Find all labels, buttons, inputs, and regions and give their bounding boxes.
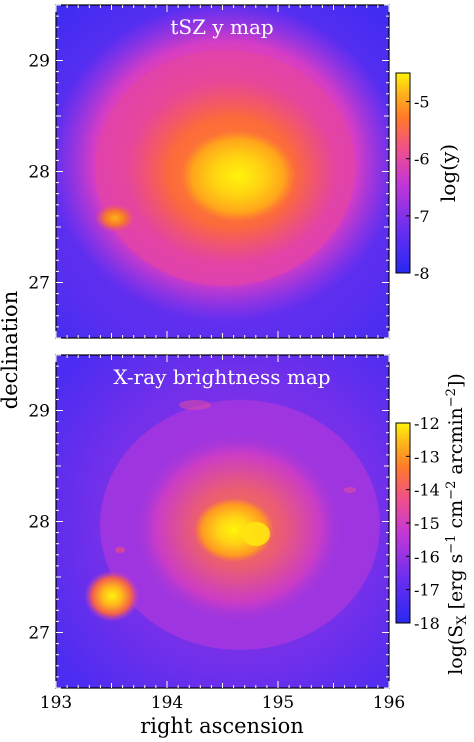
xray-heatmap-image bbox=[56, 355, 389, 688]
tsz-y-tick-label: 29 bbox=[28, 52, 50, 72]
tsz-heatmap-image bbox=[56, 5, 389, 338]
tsz-y-tick-label: 28 bbox=[28, 163, 50, 183]
xray-y-tick-label: 28 bbox=[28, 513, 50, 533]
tsz-map-panel: tSZ y map 27 28 29 -8 -7 -6 -5 log(y) bbox=[28, 4, 460, 339]
xray-y-tick-label: 29 bbox=[28, 402, 50, 422]
xray-colorbar-ticks: -18 -17 -16 -15 -14 -13 -12 bbox=[406, 414, 440, 633]
tsz-colorbar-tick-label: -7 bbox=[414, 207, 430, 226]
xray-colorbar bbox=[396, 423, 410, 623]
xray-map-title: X-ray brightness map bbox=[113, 365, 330, 389]
xray-axes: 27 28 29 193 194 195 196 bbox=[28, 354, 405, 713]
xray-colorbar-tick-label: -16 bbox=[414, 547, 440, 566]
tsz-colorbar-tick-label: -6 bbox=[414, 150, 430, 169]
tsz-axes: 27 28 29 bbox=[28, 4, 390, 339]
xray-colorbar-tick-label: -13 bbox=[414, 447, 440, 466]
right-ascension-axis-label: right ascension bbox=[140, 714, 304, 738]
xray-y-tick-label: 27 bbox=[28, 624, 50, 644]
xray-x-tick-label: 196 bbox=[373, 693, 405, 713]
tsz-colorbar-ticks: -8 -7 -6 -5 bbox=[406, 93, 430, 283]
tsz-colorbar-tick-label: -8 bbox=[414, 264, 430, 283]
tsz-colorbar-label: log(y) bbox=[436, 144, 460, 202]
xray-colorbar-tick-label: -15 bbox=[414, 514, 440, 533]
xray-colorbar-tick-label: -17 bbox=[414, 581, 440, 600]
xray-x-tick-label: 195 bbox=[262, 693, 294, 713]
tsz-colorbar bbox=[396, 73, 410, 273]
xray-colorbar-tick-label: -12 bbox=[414, 414, 440, 433]
tsz-y-tick-label: 27 bbox=[28, 274, 50, 294]
xray-x-tick-label: 194 bbox=[151, 693, 183, 713]
xray-x-tick-label: 193 bbox=[40, 693, 72, 713]
xray-colorbar-tick-label: -14 bbox=[414, 481, 440, 500]
tsz-map-title: tSZ y map bbox=[170, 15, 273, 39]
declination-axis-label: declination bbox=[0, 291, 22, 409]
tsz-colorbar-tick-label: -5 bbox=[414, 93, 430, 112]
xray-colorbar-label: log(SX [erg s−1 cm−2 arcmin−2]) bbox=[444, 373, 470, 675]
xray-colorbar-tick-label: -18 bbox=[414, 614, 440, 633]
